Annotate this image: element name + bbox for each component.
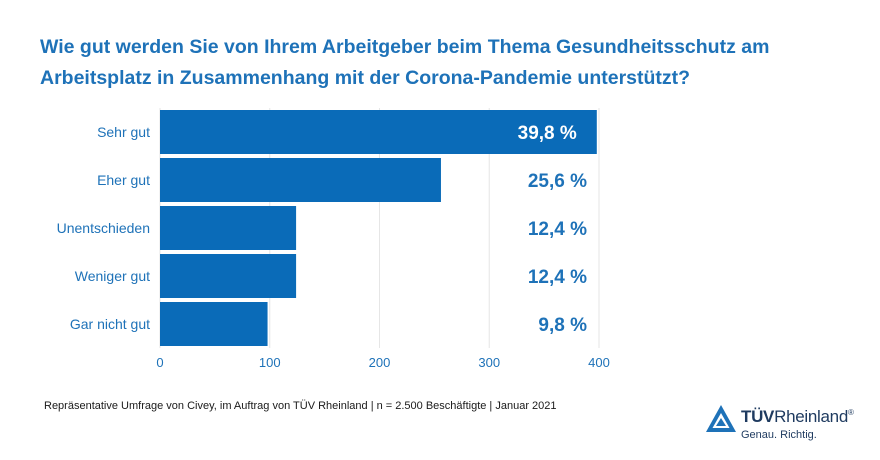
x-tick-label: 400 [588, 355, 610, 370]
logo-brand-bold: TÜV [741, 407, 775, 426]
category-label: Unentschieden [57, 220, 150, 236]
footnote: Repräsentative Umfrage von Civey, im Auf… [44, 400, 557, 412]
logo-brand: TÜVRheinland® [741, 407, 854, 427]
logo-brand-rest: Rheinland [774, 407, 848, 426]
category-label: Eher gut [97, 172, 150, 188]
bar [160, 254, 297, 298]
bars [160, 110, 597, 346]
x-tick-label: 0 [156, 355, 163, 370]
value-label: 12,4 % [528, 219, 587, 240]
bar [160, 302, 268, 346]
x-tick-label: 200 [369, 355, 391, 370]
category-label: Weniger gut [75, 268, 150, 284]
bar-chart: 0 100 200 300 400 Sehr gut 39,8 % Eher gut 25,6 … [57, 108, 610, 370]
triangle-logo-icon [706, 405, 736, 432]
value-label: 12,4 % [528, 267, 587, 288]
category-label: Sehr gut [97, 124, 150, 140]
bar [160, 110, 597, 154]
tuv-rheinland-logo: TÜVRheinland® Genau. Richtig. [705, 402, 865, 450]
bar [160, 206, 297, 250]
value-label: 9,8 % [538, 315, 587, 336]
x-tick-label: 300 [478, 355, 500, 370]
bar [160, 158, 441, 202]
logo-registered: ® [847, 408, 854, 417]
value-label: 39,8 % [518, 123, 577, 144]
category-label: Gar nicht gut [70, 316, 150, 332]
x-tick-label: 100 [259, 355, 281, 370]
value-label: 25,6 % [528, 171, 587, 192]
chart-title-line-1: Wie gut werden Sie von Ihrem Arbeitgeber… [40, 36, 770, 58]
chart-title: Wie gut werden Sie von Ihrem Arbeitgeber… [40, 32, 840, 94]
logo-tagline: Genau. Richtig. [741, 429, 817, 441]
labels: 0 100 200 300 400 Sehr gut 39,8 % Eher gut 25,6 … [57, 123, 610, 370]
chart-title-line-2: Arbeitsplatz in Zusammenhang mit der Cor… [40, 67, 691, 89]
